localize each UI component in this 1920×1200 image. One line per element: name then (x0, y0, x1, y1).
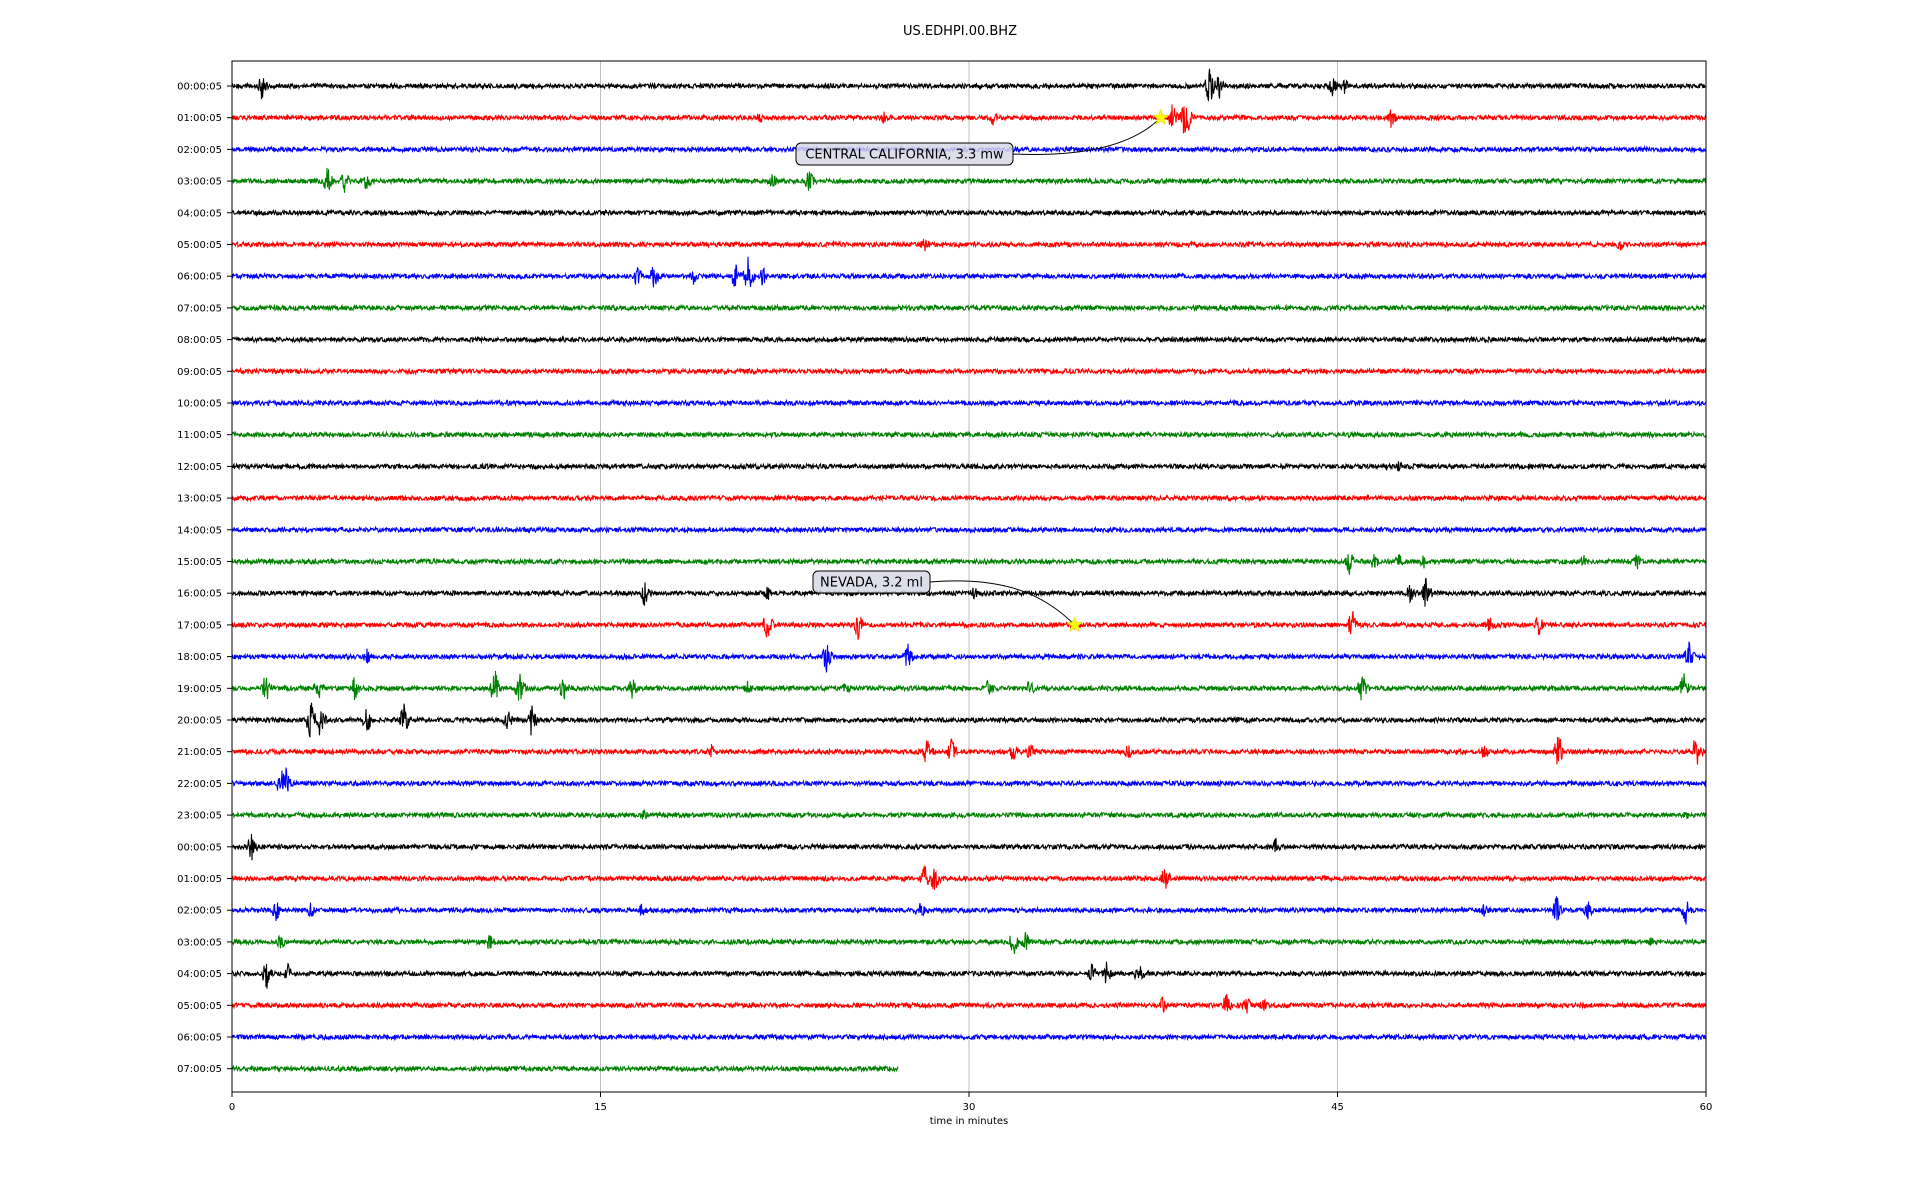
trace-4 (231, 167, 1707, 193)
y-tick-label: 05:00:05 (177, 1001, 222, 1012)
trace-23 (231, 767, 1707, 792)
y-tick-label: 12:00:05 (177, 462, 222, 473)
y-tick-label: 01:00:05 (177, 874, 222, 885)
trace-26 (231, 864, 1707, 890)
annotation-connector (929, 580, 1075, 626)
y-tick-label: 05:00:05 (177, 240, 222, 251)
y-tick-label: 15:00:05 (177, 557, 222, 568)
y-tick-label: 00:00:05 (177, 82, 222, 93)
trace-14 (231, 493, 1707, 503)
trace-2 (231, 104, 1707, 134)
trace-1 (231, 68, 1707, 102)
trace-11 (231, 398, 1707, 408)
y-tick-label: 04:00:05 (177, 208, 222, 219)
trace-18 (231, 611, 1707, 640)
x-tick-label: 15 (594, 1102, 607, 1113)
y-tick-label: 04:00:05 (177, 969, 222, 980)
y-tick-label: 23:00:05 (177, 811, 222, 822)
y-tick-label: 19:00:05 (177, 684, 222, 695)
y-tick-label: 11:00:05 (177, 430, 222, 441)
trace-28 (231, 931, 1707, 954)
trace-20 (231, 670, 1707, 701)
plot-frame (231, 60, 1707, 1093)
y-tick-label: 08:00:05 (177, 335, 222, 346)
trace-8 (231, 303, 1707, 313)
trace-15 (231, 525, 1707, 535)
y-tick-label: 09:00:05 (177, 367, 222, 378)
trace-17 (231, 577, 1707, 607)
trace-24 (231, 809, 1707, 820)
y-tick-label: 03:00:05 (177, 177, 222, 188)
y-tick-label: 22:00:05 (177, 779, 222, 790)
y-tick-label: 10:00:05 (177, 399, 222, 410)
y-tick-label: 02:00:05 (177, 906, 222, 917)
event-star-icon (1066, 616, 1083, 632)
trace-19 (231, 641, 1707, 673)
y-tick-label: 21:00:05 (177, 747, 222, 758)
x-tick-label: 45 (1331, 1102, 1344, 1113)
y-tick-label: 02:00:05 (177, 145, 222, 156)
trace-6 (231, 238, 1707, 252)
annotation-box (812, 570, 931, 594)
y-tick-label: 01:00:05 (177, 113, 222, 124)
trace-7 (231, 256, 1707, 288)
trace-13 (231, 461, 1707, 472)
y-tick-label: 17:00:05 (177, 620, 222, 631)
trace-25 (231, 833, 1707, 861)
y-tick-label: 06:00:05 (177, 272, 222, 283)
x-tick-label: 0 (229, 1102, 235, 1113)
trace-22 (231, 737, 1707, 765)
trace-31 (231, 1032, 1707, 1042)
annotation-label: NEVADA, 3.2 ml (820, 576, 923, 591)
trace-9 (231, 335, 1707, 344)
trace-5 (231, 208, 1707, 218)
y-tick-label: 16:00:05 (177, 589, 222, 600)
y-tick-label: 03:00:05 (177, 937, 222, 948)
annotation-connector (1012, 117, 1161, 156)
trace-27 (231, 896, 1707, 925)
x-axis-label: time in minutes (930, 1116, 1009, 1127)
traces (231, 68, 1707, 1073)
event-star-icon (1152, 109, 1169, 125)
trace-30 (231, 994, 1707, 1014)
annotation-2: NEVADA, 3.2 ml (812, 570, 1083, 632)
y-tick-label: 07:00:05 (177, 303, 222, 314)
y-tick-label: 14:00:05 (177, 525, 222, 536)
x-tick-label: 30 (963, 1102, 976, 1113)
vertical-grid (600, 61, 1338, 1092)
trace-16 (231, 554, 1707, 575)
y-tick-label: 06:00:05 (177, 1033, 222, 1044)
annotation-1: CENTRAL CALIFORNIA, 3.3 mw (795, 109, 1169, 166)
y-tick-labels: 00:00:05 01:00:05 02:00:05 03:00:05 04:00:05… (177, 82, 232, 1075)
y-tick-label: 18:00:05 (177, 652, 222, 663)
x-axis: 0 15 30 45 60 (229, 1092, 1713, 1113)
trace-12 (231, 430, 1707, 440)
chart-title: US.EDHPI.00.BHZ (903, 24, 1017, 39)
event-annotations: CENTRAL CALIFORNIA, 3.3 mw NEVADA, 3.2 ml (795, 109, 1169, 632)
annotation-label: CENTRAL CALIFORNIA, 3.3 mw (805, 148, 1004, 163)
annotation-box (795, 142, 1014, 166)
y-tick-label: 13:00:05 (177, 494, 222, 505)
trace-32 (231, 1064, 899, 1073)
x-tick-label: 60 (1700, 1102, 1713, 1113)
trace-21 (231, 702, 1707, 738)
y-tick-label: 20:00:05 (177, 716, 222, 727)
trace-10 (231, 366, 1707, 376)
y-tick-label: 07:00:05 (177, 1064, 222, 1075)
y-tick-label: 00:00:05 (177, 842, 222, 853)
trace-29 (231, 961, 1707, 989)
